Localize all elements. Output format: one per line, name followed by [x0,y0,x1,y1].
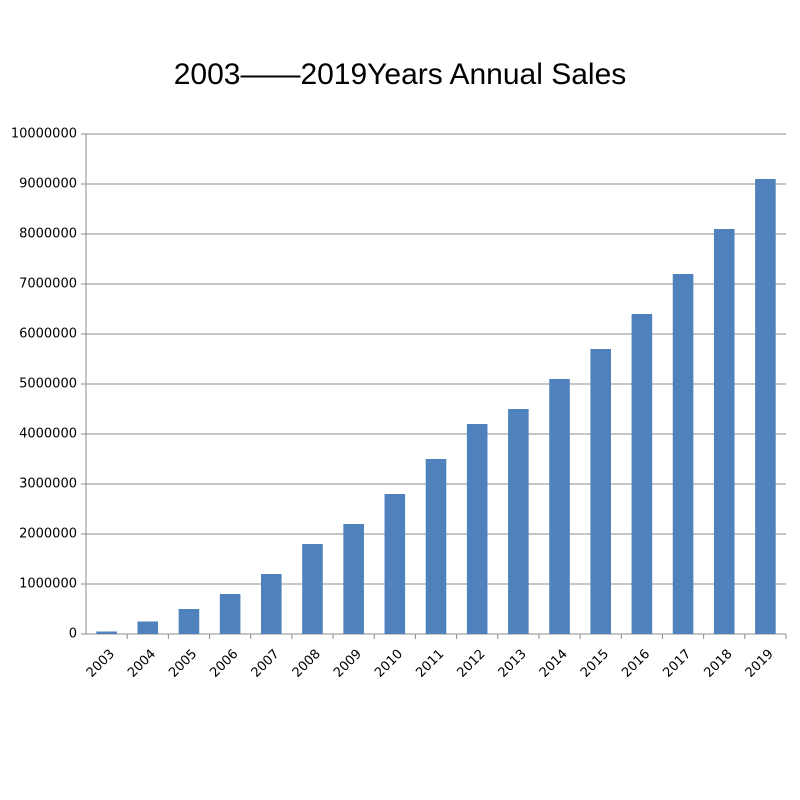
chart-title: 2003——2019Years Annual Sales [173,58,627,91]
x-tick-label: 2019 [743,647,777,681]
x-tick-label: 2017 [660,647,694,681]
bar-2006 [219,594,241,634]
x-tick-labels: 2003 2004 2005 2006 2007 2008 2009 2010 2011 2012… [84,647,777,681]
y-tick-label: 0 [69,627,77,642]
y-tick-label: 3000000 [19,477,77,492]
y-tick-label: 10000000 [11,127,77,142]
x-tick-label: 2012 [454,647,488,681]
y-tick-label: 6000000 [19,327,77,342]
bar-2019 [755,179,776,634]
bar-2013 [508,409,529,634]
bar-2009 [343,524,364,634]
bar-2008 [302,544,323,634]
y-tick-label: 8000000 [19,227,77,242]
y-tick-label: 4000000 [19,427,77,442]
y-tick-label: 7000000 [19,277,77,292]
x-tick-label: 2009 [331,647,365,681]
y-tick-labels: 0 1000000 2000000 3000000 4000000 5000000 6000… [11,127,77,642]
bar-2016 [631,314,653,634]
bar-2015 [590,349,611,634]
bar-2012 [466,424,488,634]
bar-2010 [384,494,406,634]
bars [96,179,776,634]
x-tick-label: 2014 [537,647,571,681]
bar-2014 [549,379,570,634]
y-tick-label: 9000000 [19,177,77,192]
bar-2004 [137,621,159,634]
y-tick-label: 1000000 [19,577,77,592]
bar-2003 [96,631,117,634]
x-tick-label: 2016 [619,647,653,681]
x-tick-label: 2013 [496,647,530,681]
x-tick-label: 2011 [413,647,447,681]
x-tick-label: 2015 [578,647,612,681]
bar-2017 [672,274,694,634]
x-tick-label: 2005 [166,647,200,681]
x-tick-label: 2008 [290,647,324,681]
x-tick-label: 2010 [372,647,406,681]
x-tick-label: 2003 [84,647,118,681]
x-tick-label: 2018 [702,647,736,681]
y-tick-label: 5000000 [19,377,77,392]
x-tick-label: 2006 [207,647,241,681]
bar-2011 [425,459,447,634]
x-tick-label: 2004 [125,647,159,681]
bar-2018 [713,229,735,634]
y-tick-label: 2000000 [19,527,77,542]
x-tick-label: 2007 [249,647,283,681]
bar-2007 [261,574,282,634]
bar-2005 [178,609,200,634]
